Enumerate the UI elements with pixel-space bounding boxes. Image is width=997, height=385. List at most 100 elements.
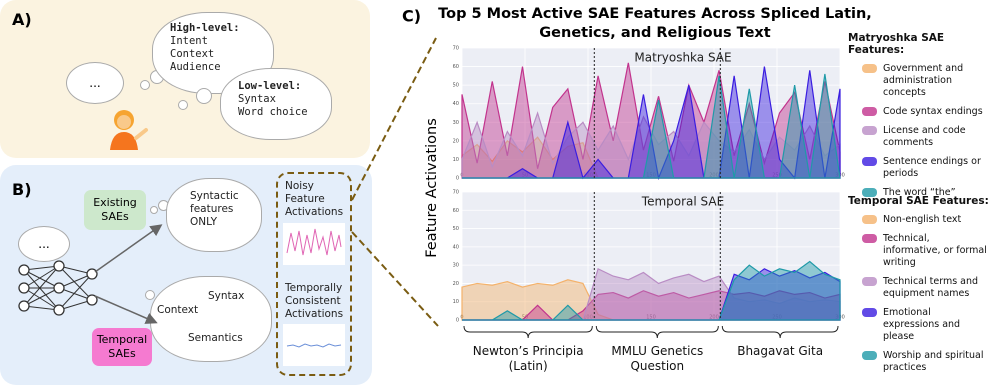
legend-item: Worship and spiritual practices: [848, 350, 996, 374]
line: Feature: [285, 193, 325, 205]
y-tick-label: 10: [453, 299, 459, 305]
low-level: Low-level: Syntax Word choice: [238, 80, 308, 119]
legend-label: Government and administration concepts: [883, 63, 964, 98]
x-tick-label: 200: [709, 315, 719, 321]
legend-item: The word “the”: [848, 187, 996, 199]
y-tick-label: 0: [456, 318, 459, 324]
arrow: [94, 295, 158, 324]
heading: Low-level:: [238, 80, 302, 92]
legend-label: Code syntax endings: [883, 106, 983, 117]
figure-title: Genetics, and Religious Text: [539, 25, 771, 41]
y-tick-label: 60: [453, 208, 459, 214]
syntactic: Syntactic features ONLY: [190, 190, 239, 229]
chart-title: Temporal SAE: [641, 195, 724, 209]
legend: Temporal SAE Features: Non-english text Te…: [848, 195, 996, 381]
thought-cloud: [220, 68, 332, 140]
thought-dot: [178, 100, 188, 110]
legend-swatch: [862, 107, 877, 116]
speech-bubble: ...: [66, 62, 124, 104]
x-tick-label: 100: [583, 173, 593, 179]
legend: Matryoshka SAE Features: Government and a…: [848, 32, 996, 206]
y-tick-label: 50: [453, 226, 459, 232]
segment-label: MMLU Genetics Question: [611, 344, 704, 373]
brace: [463, 325, 593, 339]
y-tick-label: 20: [453, 281, 459, 287]
figure-title: Top 5 Most Active SAE Features Across Sp…: [438, 6, 872, 22]
item: Intent: [170, 35, 208, 47]
legend-label: The word “the”: [883, 187, 956, 198]
item: Syntax: [238, 93, 276, 105]
high-level: High-level: Intent Context Audience: [170, 22, 240, 74]
legend-swatch: [862, 215, 877, 224]
line: features: [190, 203, 234, 215]
legend-item: Government and administration concepts: [848, 63, 996, 99]
x-tick-label: 250: [772, 315, 782, 321]
y-tick-label: 70: [453, 190, 459, 196]
syntax: Syntax: [208, 290, 245, 302]
item: Audience: [170, 61, 221, 73]
legend-title: Matryoshka SAE Features:: [848, 32, 945, 56]
legend-title: Temporal SAE Features:: [848, 195, 989, 207]
legend-label: Sentence endings or periods: [883, 156, 981, 179]
legend-swatch: [862, 351, 877, 360]
legend-label: License and code comments: [883, 125, 966, 148]
item: Context: [170, 48, 215, 60]
y-tick-label: 60: [453, 64, 459, 70]
y-tick-label: 20: [453, 138, 459, 144]
legend-swatch: [862, 64, 877, 73]
legend-label: Emotional expressions and please: [883, 307, 961, 342]
legend-item: Technical, informative, or formal writin…: [848, 233, 996, 269]
legend-item: Code syntax endings: [848, 106, 996, 118]
brace: [595, 325, 719, 339]
item: Word choice: [238, 106, 308, 118]
y-tick-label: 70: [453, 46, 459, 52]
panel-label: B): [12, 180, 32, 199]
person-icon: [110, 110, 148, 150]
semantics: Semantics: [188, 332, 243, 344]
y-axis-label: Feature Activations: [424, 118, 440, 258]
thought-dot: [150, 206, 158, 214]
arrow: [94, 224, 163, 273]
speech-bubble: ...: [18, 226, 70, 262]
x-tick-label: 100: [583, 315, 593, 321]
neural-net-icon: [18, 260, 98, 316]
noisy: Noisy Feature Activations: [285, 180, 343, 219]
area-series: [462, 260, 841, 321]
legend-item: Emotional expressions and please: [848, 307, 996, 343]
brace: [721, 325, 839, 339]
y-tick-label: 30: [453, 120, 459, 126]
speech-text: ...: [38, 237, 50, 251]
legend-item: License and code comments: [848, 125, 996, 149]
x-tick-label: 50: [522, 173, 528, 179]
activation-box: [276, 172, 352, 376]
legend-item: Sentence endings or periods: [848, 156, 996, 180]
box-label: Temporal SAEs: [96, 333, 148, 360]
noisy-thumbnail: [283, 223, 345, 265]
chart-title: Matryoshka SAE: [634, 51, 731, 65]
thought-cloud: [150, 276, 272, 362]
legend-label: Technical terms and equipment names: [883, 276, 979, 299]
panel-label: C): [402, 7, 421, 26]
x-tick-label: 200: [709, 173, 719, 179]
line: Syntactic: [190, 190, 239, 202]
area-series: [462, 66, 841, 181]
line: Activations: [285, 206, 344, 218]
consistent: Temporally Consistent Activations: [285, 282, 343, 321]
line: Consistent: [285, 295, 341, 307]
existing-saes: Existing SAEs: [84, 190, 146, 230]
line: Activations: [285, 308, 344, 320]
context: Context: [157, 304, 199, 316]
thought-dot: [145, 290, 155, 300]
x-tick-label: 150: [646, 315, 656, 321]
area-series: [462, 290, 841, 321]
line: ONLY: [190, 216, 217, 228]
panel-label: A): [12, 10, 32, 29]
legend-swatch: [862, 308, 877, 317]
legend-item: Non-english text: [848, 214, 996, 226]
legend-swatch: [862, 234, 877, 243]
legend-swatch: [862, 188, 877, 197]
legend-label: Technical, informative, or formal writin…: [883, 233, 987, 268]
segment-label: Newton’s Principia (Latin): [472, 344, 584, 373]
